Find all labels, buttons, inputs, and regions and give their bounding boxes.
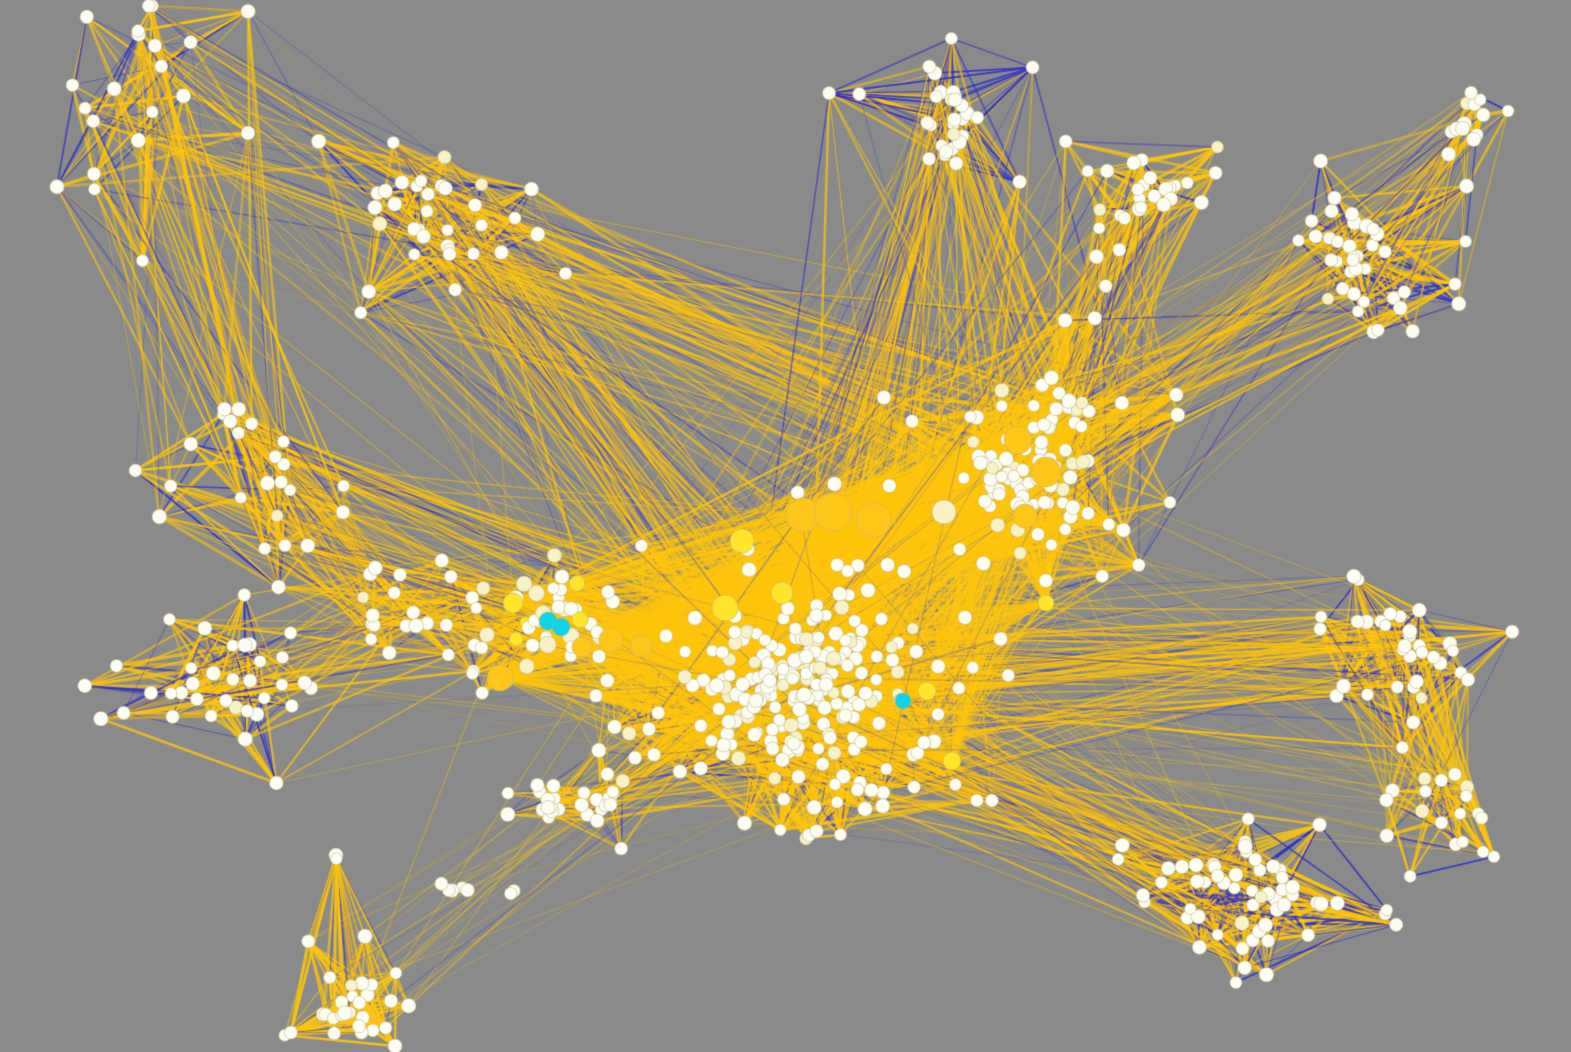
- graph-render-surface[interactable]: [0, 0, 1571, 1052]
- network-graph-canvas: [0, 0, 1571, 1052]
